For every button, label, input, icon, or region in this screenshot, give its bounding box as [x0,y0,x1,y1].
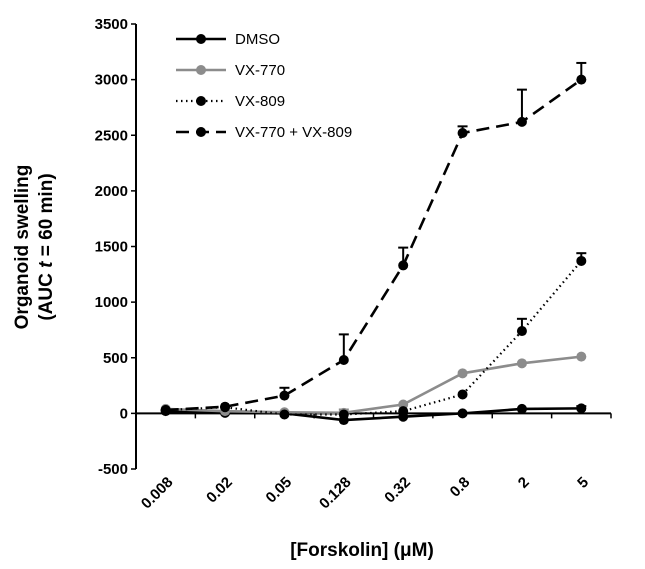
y-tick-label: 2500 [95,127,128,144]
series-layer [160,61,587,426]
data-point [516,326,527,337]
y-axis-title-line1: Organoid swelling [12,165,33,330]
series-vx-770-vx-809 [160,61,587,416]
y-axis: -500 0 500 1000 1500 2000 2500 3000 3500 [95,16,137,478]
x-tick-label: 0.02 [203,474,236,507]
series-line [165,260,583,416]
data-point [279,390,290,401]
data-point [338,354,349,365]
y-tick-label: 3500 [95,16,128,33]
data-point [398,260,409,271]
data-point [338,409,349,420]
data-point [457,368,468,379]
y-axis-title-line2: (AUC t = 60 min) [36,173,57,320]
y-tick-label: 3000 [95,72,128,89]
legend-item: VX-809 [176,93,285,110]
y-tick-label: 1500 [95,239,128,256]
legend-label: VX-809 [235,93,285,110]
y-tick-label: 1000 [95,294,128,311]
legend-label: DMSO [235,31,280,48]
data-point [576,351,587,362]
data-point [457,128,468,139]
x-tick-label: 5 [574,474,592,492]
y-tick-label: 0 [120,405,128,422]
x-axis: 0.008 0.02 0.05 0.128 0.32 0.8 2 5 [135,412,612,513]
legend-item: VX-770 [176,62,285,79]
legend-swatch-marker [196,96,206,106]
data-point [576,403,587,414]
series-line [165,407,582,422]
data-point [457,408,468,419]
data-point [516,403,527,414]
legend-label: VX-770 [235,62,285,79]
data-point [576,74,587,85]
x-axis-title: [Forskolin] (μM) [290,540,434,561]
x-tick-label: 2 [515,474,533,492]
data-point [398,406,409,417]
series-vx-809 [160,252,587,420]
y-tick-label: 2000 [95,183,128,200]
y-tick-label: -500 [98,461,128,478]
legend-swatch-marker [196,34,206,44]
legend-item: VX-770 + VX-809 [176,124,352,141]
x-tick-label: 0.05 [263,474,296,507]
legend: DMSO VX-770 VX-809 VX-770 + VX-809 [176,31,352,141]
legend-item: DMSO [176,31,280,48]
legend-label: VX-770 + VX-809 [235,124,352,141]
data-point [220,401,231,412]
x-tick-label: 0.8 [447,474,474,501]
y-axis-title-variable: t [36,261,57,268]
y-tick-label: 500 [103,350,128,367]
x-tick-label: 0.32 [381,474,414,507]
y-axis-title-suffix: = 60 min) [36,173,57,261]
legend-swatch-marker [196,127,206,137]
series-line [165,78,583,412]
legend-swatch-marker [196,65,206,75]
data-point [279,409,290,420]
y-axis-title: Organoid swelling (AUC t = 60 min) [12,165,57,330]
data-point [160,405,171,416]
data-point [576,255,587,266]
x-tick-label: 0.008 [138,474,177,513]
data-point [516,116,527,127]
y-axis-title-prefix: (AUC [36,268,57,321]
x-tick-label: 0.128 [316,474,355,513]
series-line [165,355,582,415]
data-point [516,358,527,369]
data-point [457,389,468,400]
